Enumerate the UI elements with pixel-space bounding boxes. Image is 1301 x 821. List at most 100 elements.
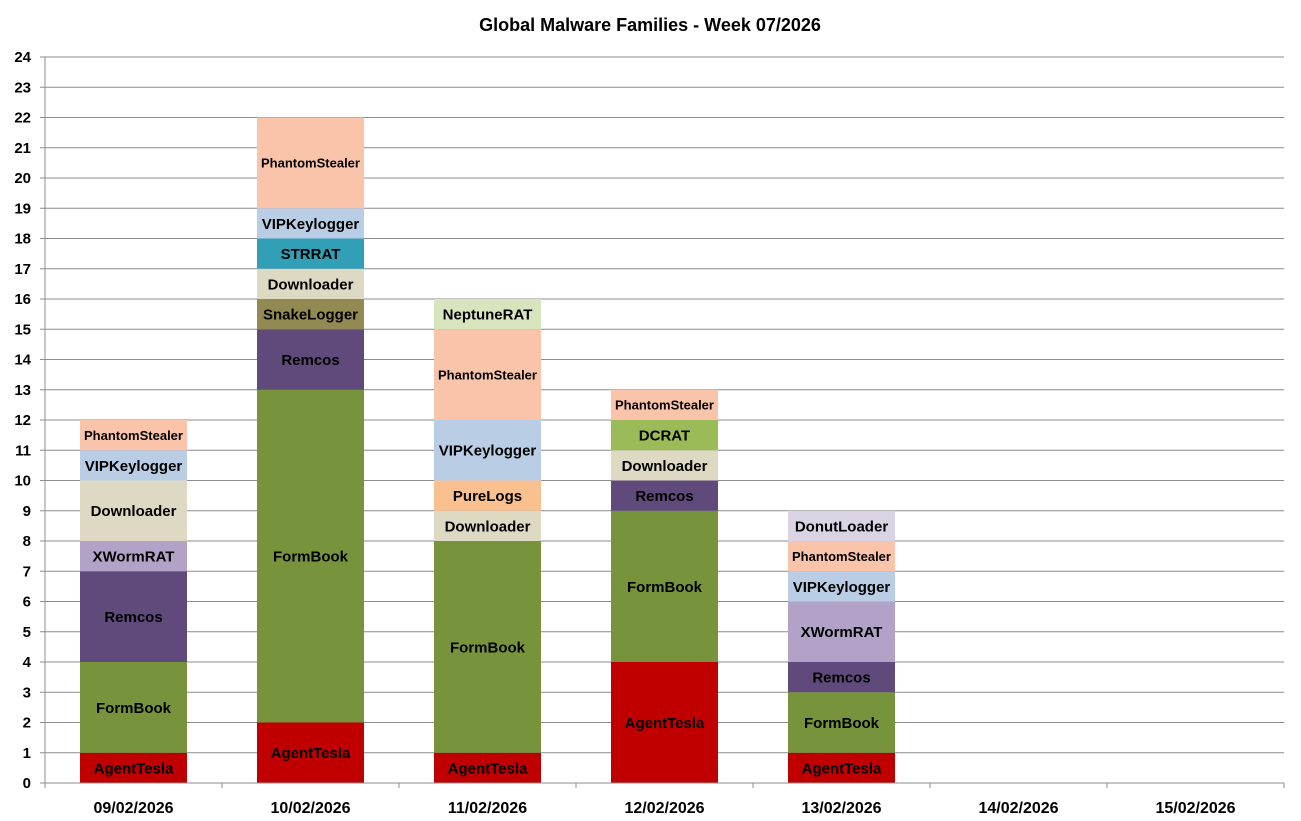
y-tick-label: 15	[14, 321, 31, 338]
y-tick-label: 20	[14, 170, 31, 187]
bar-segment	[434, 329, 541, 420]
bar-segment	[80, 541, 187, 572]
y-tick-label: 14	[14, 352, 31, 369]
bar-segment	[80, 571, 187, 662]
bar-segment-label: VIPKeylogger	[439, 443, 537, 460]
y-tick-label: 22	[14, 110, 31, 127]
bar-segment-label: VIPKeylogger	[262, 216, 360, 233]
bar-segment	[434, 480, 541, 511]
bar-segment-label: AgentTesla	[625, 715, 705, 732]
y-tick-label: 18	[14, 231, 31, 248]
bar-segment	[257, 117, 364, 209]
x-tick-label: 12/02/2026	[624, 800, 704, 817]
bar-segment	[434, 420, 541, 481]
bar-segment	[257, 208, 364, 239]
y-tick-label: 0	[23, 775, 31, 792]
bar-segment-label: Downloader	[268, 276, 354, 293]
bar-segment-label: PhantomStealer	[615, 398, 714, 413]
y-tick-label: 23	[14, 79, 31, 96]
bar-segment	[611, 662, 718, 783]
x-tick-label: 13/02/2026	[801, 800, 881, 817]
y-tick-label: 13	[14, 382, 31, 399]
y-tick-label: 7	[23, 563, 31, 580]
bar-segment-label: XWormRAT	[93, 549, 175, 566]
bar-segment-label: SnakeLogger	[263, 307, 358, 324]
y-tick-label: 1	[23, 745, 31, 762]
y-tick-label: 19	[14, 200, 31, 217]
bar-segment	[788, 510, 895, 541]
bar-segment	[257, 299, 364, 330]
bar-segment	[80, 752, 187, 783]
y-tick-label: 17	[14, 261, 31, 278]
bar-segment-label: FormBook	[273, 549, 349, 566]
bar-segment-label: Downloader	[622, 458, 708, 475]
bar-segment	[611, 510, 718, 662]
bar-segment-label: Downloader	[91, 503, 177, 520]
y-tick-label: 6	[23, 594, 31, 611]
bar-segment-label: Remcos	[281, 352, 339, 369]
bar-segment-label: NeptuneRAT	[443, 307, 533, 324]
bar-segment	[611, 450, 718, 481]
bar-segment-label: Remcos	[104, 609, 162, 626]
bar-segment	[80, 480, 187, 541]
bar-segment-label: FormBook	[450, 639, 526, 656]
bar-segment-label: AgentTesla	[94, 760, 174, 777]
bar-segment-label: AgentTesla	[448, 760, 528, 777]
bar-segment-label: DonutLoader	[795, 518, 888, 535]
bar-segment-label: PhantomStealer	[438, 367, 537, 382]
axes	[40, 56, 1285, 788]
y-tick-label: 9	[23, 503, 31, 520]
bar-segment	[434, 299, 541, 330]
bar-segment-label: FormBook	[627, 579, 703, 596]
bar-segment	[80, 662, 187, 753]
bar-segment-label: XWormRAT	[801, 624, 883, 641]
y-tick-label: 10	[14, 473, 31, 490]
bar-segment	[788, 571, 895, 602]
bar-segment	[611, 389, 718, 420]
y-tick-label: 12	[14, 412, 31, 429]
bar-segment	[611, 420, 718, 451]
y-tick-label: 4	[23, 654, 32, 671]
x-tick-label: 09/02/2026	[93, 800, 173, 817]
bar-segment	[80, 450, 187, 481]
bars: AgentTesla FormBook Remcos XWormRAT Download…	[80, 117, 895, 783]
bar-segment	[434, 510, 541, 541]
x-tick-label: 15/02/2026	[1155, 800, 1235, 817]
bar-segment	[257, 268, 364, 299]
bar-segment-label: DCRAT	[639, 428, 690, 445]
bar-segment	[788, 692, 895, 753]
x-tick-label: 10/02/2026	[270, 800, 350, 817]
bar-segment	[80, 420, 187, 451]
bar-segment-label: VIPKeylogger	[793, 579, 891, 596]
bar-segment	[788, 541, 895, 572]
x-tick-labels: 09/02/2026 10/02/2026 11/02/2026 12/02/2026…	[93, 800, 1235, 817]
bar-segment-label: Remcos	[635, 488, 693, 505]
bar-segment	[257, 238, 364, 269]
y-tick-label: 21	[14, 140, 31, 157]
y-tick-label: 11	[15, 442, 31, 459]
bar-segment	[434, 541, 541, 753]
bar-segment-label: AgentTesla	[271, 745, 351, 762]
x-tick-label: 14/02/2026	[978, 800, 1058, 817]
bar-segment	[788, 662, 895, 693]
chart-title: Global Malware Families - Week 07/2026	[479, 15, 821, 35]
bar-segment-label: PhantomStealer	[261, 156, 360, 171]
bar-segment-label: PhantomStealer	[84, 428, 183, 443]
y-tick-label: 5	[23, 624, 31, 641]
bar-segment-label: VIPKeylogger	[85, 458, 183, 475]
bar-segment-label: PureLogs	[453, 488, 522, 505]
y-tick-label: 2	[23, 715, 31, 732]
bar-segment-label: FormBook	[96, 700, 172, 717]
y-tick-label: 24	[14, 49, 31, 66]
bar-segment-label: PhantomStealer	[792, 549, 891, 564]
bar-segment	[611, 480, 718, 511]
bar-segment	[257, 329, 364, 390]
bar-segment	[257, 722, 364, 783]
x-tick-label: 11/02/2026	[448, 800, 527, 817]
bar-segment	[788, 601, 895, 662]
bar-segment-label: FormBook	[804, 715, 880, 732]
bar-segment	[434, 752, 541, 783]
bar-segment	[257, 389, 364, 723]
